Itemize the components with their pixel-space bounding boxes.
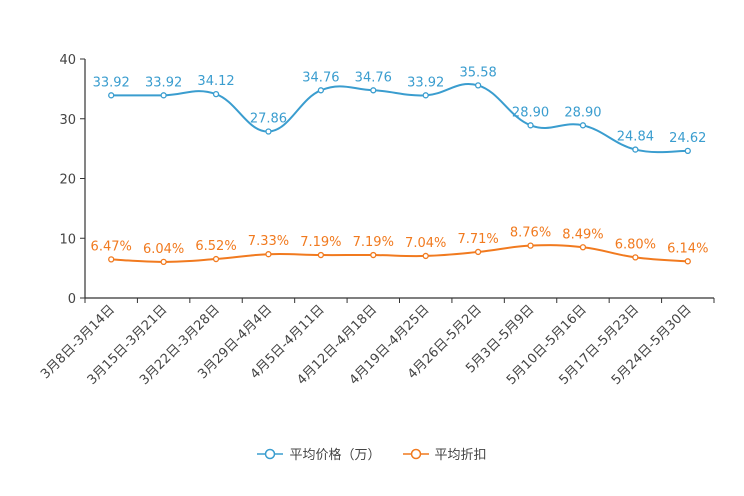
data-label: 7.19% [353, 235, 394, 250]
legend-label-price: 平均价格（万） [289, 448, 381, 463]
data-point [265, 128, 272, 135]
legend-item-discount[interactable]: 平均折扣 [402, 444, 487, 463]
legend-item-price[interactable]: 平均价格（万） [257, 444, 381, 463]
data-point [422, 92, 429, 99]
data-label: 6.52% [195, 239, 236, 254]
data-label: 8.49% [562, 227, 603, 242]
y-tick-label: 40 [59, 53, 76, 68]
data-label: 28.90 [564, 105, 601, 120]
data-point [579, 122, 587, 129]
data-label: 34.76 [355, 70, 392, 85]
data-label: 28.90 [512, 105, 549, 120]
data-point [212, 90, 220, 98]
data-label: 6.04% [143, 242, 184, 257]
data-point [370, 87, 377, 94]
y-tick-label: 0 [68, 292, 76, 307]
data-label: 6.47% [91, 239, 132, 254]
data-label: 35.58 [460, 65, 497, 80]
data-point [422, 252, 429, 260]
data-point [527, 122, 534, 129]
data-label: 24.84 [617, 130, 654, 145]
data-point [160, 258, 167, 266]
legend-line-circle-icon [257, 448, 284, 459]
data-point [474, 248, 482, 256]
y-axis: 0 10 20 30 40 [59, 53, 86, 307]
data-label: 34.76 [302, 70, 339, 85]
data-point [160, 92, 167, 99]
line-chart: 0 10 20 30 40 3月8日-3月14日3月15日-3月21日3月22日-3月2… [38, 53, 715, 388]
data-label: 7.04% [405, 236, 446, 251]
data-point [265, 251, 272, 258]
y-tick-label: 10 [59, 232, 76, 247]
data-label: 7.71% [457, 232, 498, 247]
data-point [684, 147, 691, 155]
series-layer: 33.92 33.92 34.12 27.86 34.76 34.76 33.92 35.58… [91, 65, 708, 266]
data-label: 34.12 [197, 74, 234, 89]
data-point [632, 146, 639, 153]
data-point [317, 87, 325, 94]
data-label: 7.33% [248, 234, 289, 249]
data-label: 33.92 [407, 75, 444, 90]
legend-label-discount: 平均折扣 [434, 448, 487, 463]
data-label: 6.14% [667, 241, 708, 256]
data-point [632, 254, 639, 261]
series-line [111, 244, 688, 263]
y-tick-label: 20 [59, 173, 76, 188]
data-point [108, 92, 115, 99]
data-label: 8.76% [510, 226, 551, 241]
data-point [370, 251, 377, 259]
data-point [579, 244, 587, 251]
data-point [212, 255, 220, 263]
series-discount: 6.47% 6.04% 6.52% 7.33% 7.19% 7.19% 7.04% 7.71%… [91, 226, 708, 266]
data-label: 27.86 [250, 112, 287, 127]
data-label: 33.92 [145, 75, 182, 90]
data-point [474, 82, 482, 89]
data-label: 6.80% [615, 237, 656, 252]
y-tick-label: 30 [59, 113, 76, 128]
legend-line-circle-icon [402, 448, 429, 459]
series-price: 33.92 33.92 34.12 27.86 34.76 34.76 33.92 35.58… [93, 65, 706, 155]
data-label: 33.92 [93, 75, 130, 90]
x-axis: 3月8日-3月14日3月15日-3月21日3月22日-3月28日3月29日-4月… [38, 297, 715, 388]
data-point [108, 256, 115, 263]
data-label: 24.62 [669, 131, 706, 146]
data-label: 7.19% [300, 235, 341, 250]
data-point [317, 251, 325, 259]
data-point [684, 258, 691, 265]
legend: 平均价格（万） 平均折扣 [0, 444, 744, 463]
data-point [527, 242, 534, 249]
